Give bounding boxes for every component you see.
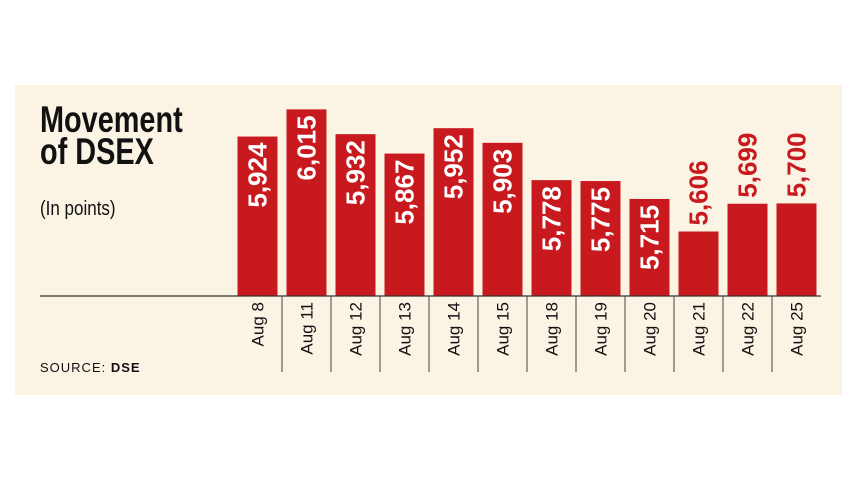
x-tick-label: Aug 18: [543, 302, 562, 356]
bar: [335, 134, 376, 296]
chart-subtitle: (In points): [40, 198, 116, 220]
value-label: 6,015: [292, 115, 322, 180]
bar: [629, 198, 670, 296]
chart-title: Movement of DSEX: [40, 99, 183, 172]
x-tick-label: Aug 11: [298, 302, 317, 355]
bar: [727, 203, 768, 296]
bar: [531, 180, 572, 296]
x-tick-label: Aug 8: [249, 302, 268, 346]
bar: [237, 136, 278, 296]
x-tick-label: Aug 22: [739, 302, 758, 356]
value-label: 5,903: [488, 149, 518, 214]
value-label: 5,700: [782, 132, 812, 197]
bar: [433, 128, 474, 296]
x-tick-label: Aug 19: [592, 302, 611, 356]
value-label: 5,952: [439, 134, 469, 199]
value-label: 5,606: [684, 160, 714, 225]
source: SOURCE: DSE: [40, 360, 141, 375]
x-tick-label: Aug 20: [641, 302, 660, 356]
x-tick-label: Aug 13: [396, 302, 415, 356]
bar: [286, 109, 327, 296]
source-label: SOURCE:: [40, 360, 107, 375]
x-tick-label: Aug 21: [690, 302, 709, 356]
bar: [776, 203, 817, 296]
value-label: 5,924: [243, 142, 273, 208]
bar: [482, 142, 523, 296]
source-name: DSE: [110, 360, 141, 375]
value-label: 5,778: [537, 186, 567, 251]
x-tick-label: Aug 15: [494, 302, 513, 356]
bar: [384, 153, 425, 296]
bar: [580, 181, 621, 296]
bar: [678, 231, 719, 296]
value-label: 5,715: [635, 205, 665, 270]
value-label: 5,867: [390, 160, 420, 225]
x-tick-label: Aug 25: [788, 302, 807, 356]
value-label: 5,775: [586, 187, 616, 252]
value-label: 5,932: [341, 140, 371, 205]
x-tick-label: Aug 14: [445, 302, 464, 356]
value-label: 5,699: [733, 133, 763, 198]
x-tick-label: Aug 12: [347, 302, 366, 356]
